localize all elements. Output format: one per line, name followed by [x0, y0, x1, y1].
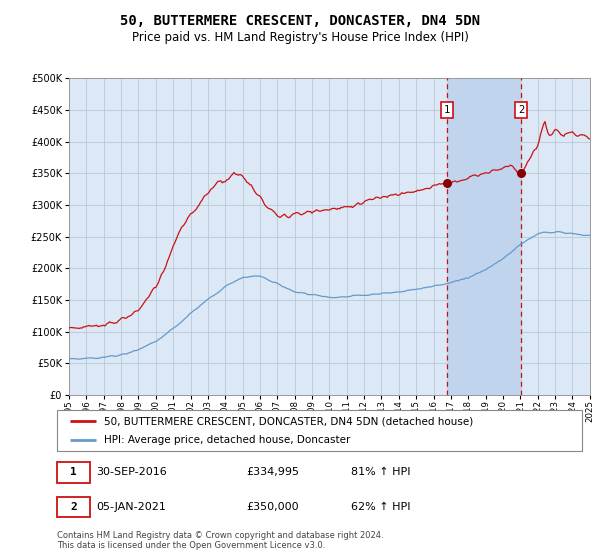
- Text: £334,995: £334,995: [246, 468, 299, 477]
- Text: 30-SEP-2016: 30-SEP-2016: [97, 468, 167, 477]
- Text: Contains HM Land Registry data © Crown copyright and database right 2024.
This d: Contains HM Land Registry data © Crown c…: [57, 531, 383, 550]
- Text: 2: 2: [518, 105, 524, 115]
- Text: 1: 1: [70, 468, 77, 477]
- Text: 62% ↑ HPI: 62% ↑ HPI: [351, 502, 410, 512]
- FancyBboxPatch shape: [57, 497, 89, 517]
- Text: 50, BUTTERMERE CRESCENT, DONCASTER, DN4 5DN (detached house): 50, BUTTERMERE CRESCENT, DONCASTER, DN4 …: [104, 417, 473, 426]
- Text: 50, BUTTERMERE CRESCENT, DONCASTER, DN4 5DN: 50, BUTTERMERE CRESCENT, DONCASTER, DN4 …: [120, 14, 480, 28]
- Bar: [446, 78, 521, 395]
- Text: £350,000: £350,000: [246, 502, 299, 512]
- FancyBboxPatch shape: [57, 462, 89, 483]
- Point: [516, 169, 526, 178]
- Text: Price paid vs. HM Land Registry's House Price Index (HPI): Price paid vs. HM Land Registry's House …: [131, 31, 469, 44]
- Text: 1: 1: [443, 105, 450, 115]
- Text: HPI: Average price, detached house, Doncaster: HPI: Average price, detached house, Donc…: [104, 435, 350, 445]
- Text: 2: 2: [70, 502, 77, 512]
- Point: [442, 178, 451, 187]
- FancyBboxPatch shape: [57, 410, 582, 451]
- Text: 81% ↑ HPI: 81% ↑ HPI: [351, 468, 410, 477]
- Text: 05-JAN-2021: 05-JAN-2021: [97, 502, 166, 512]
